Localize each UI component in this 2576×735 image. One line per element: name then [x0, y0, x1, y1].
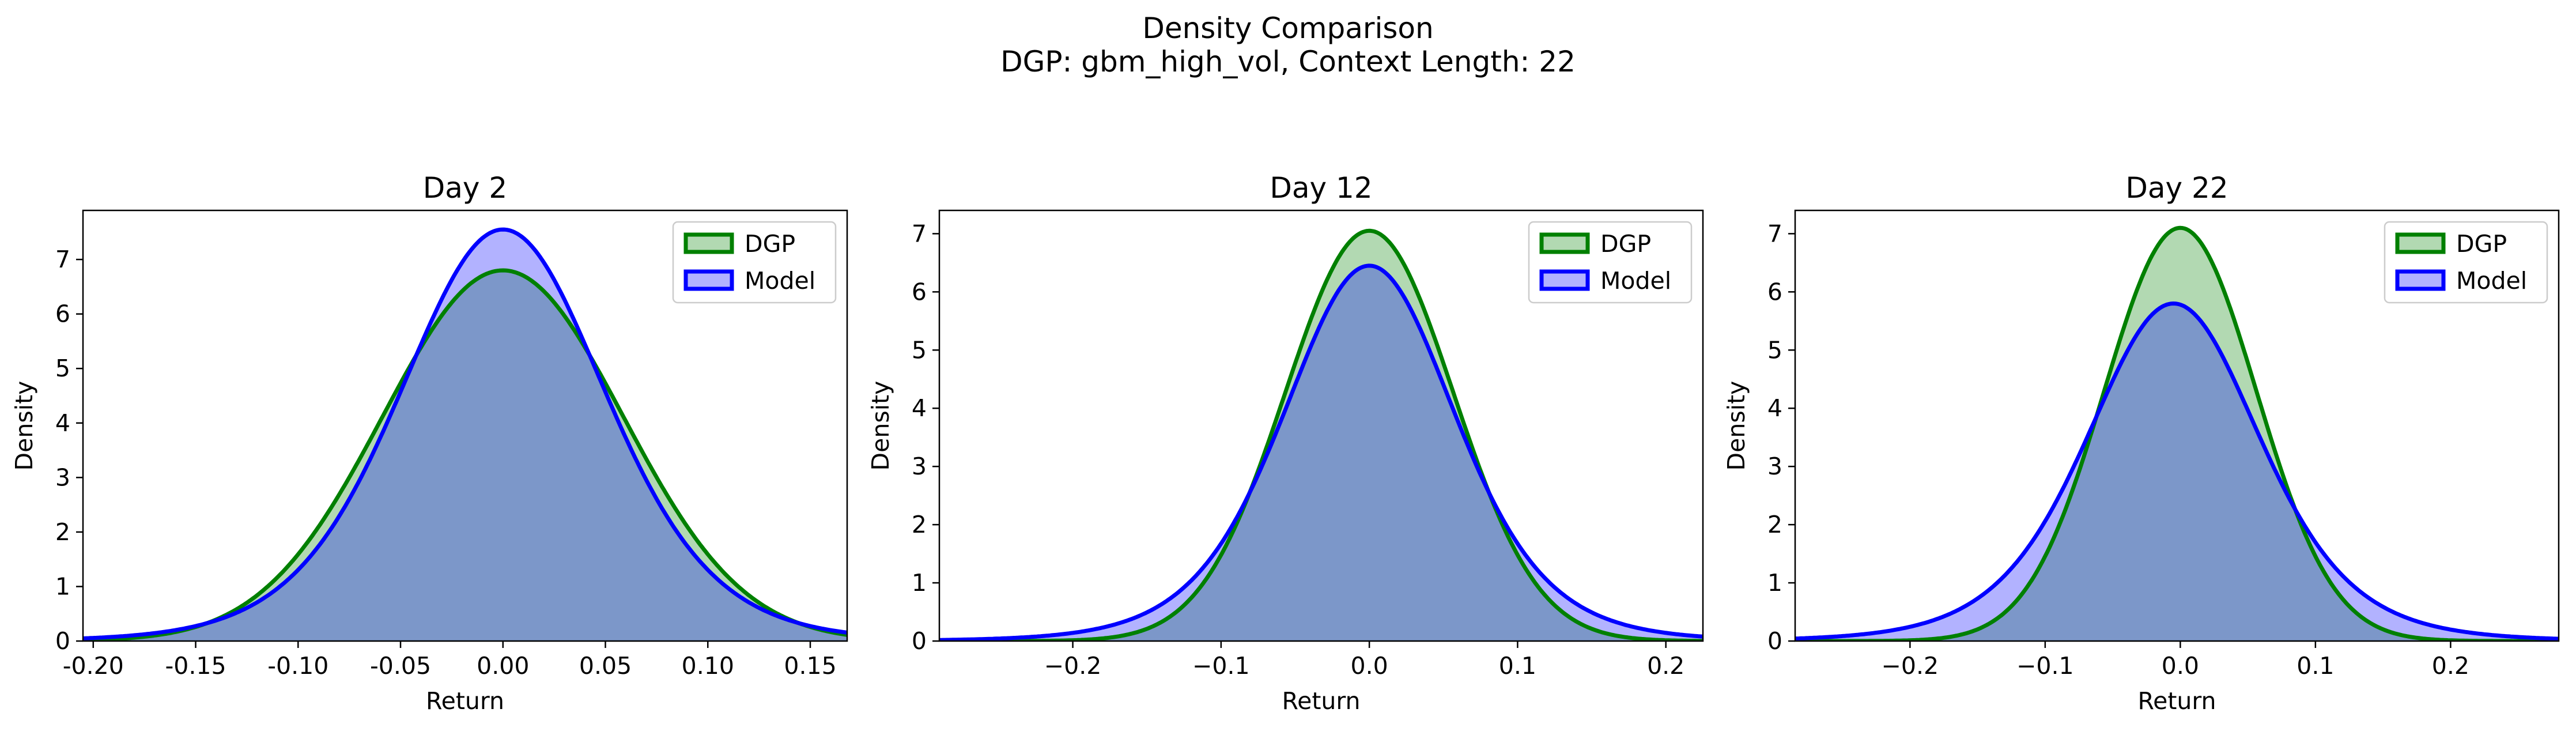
y-tick-label: 4: [912, 394, 927, 422]
y-tick-label: 6: [912, 278, 927, 306]
legend-swatch-model: [686, 272, 732, 289]
y-tick-label: 4: [55, 409, 70, 437]
y-tick-label: 3: [1767, 453, 1782, 480]
y-tick-label: 3: [912, 453, 927, 480]
panel-1: -0.20 -0.15 -0.10 -0.05 0.00 0.05 0.10 0.15 0 1 2 3…: [10, 171, 847, 715]
x-tick-label: -0.20: [63, 652, 124, 680]
x-tick-label: 0.2: [2432, 652, 2469, 680]
legend-label-dgp: DGP: [1600, 230, 1651, 258]
y-tick-label: 0: [1767, 627, 1782, 655]
legend: DGP Model: [673, 222, 836, 303]
panel-title: Day 22: [2125, 171, 2228, 205]
y-axis-label: Density: [1723, 381, 1750, 471]
legend: DGP Model: [1529, 222, 1691, 303]
x-tick-label: -0.10: [267, 652, 328, 680]
legend-label-dgp: DGP: [745, 230, 795, 258]
y-axis-label: Density: [867, 381, 894, 471]
legend-swatch-dgp: [686, 235, 732, 252]
x-tick-label: −0.2: [1882, 652, 1939, 680]
y-tick-label: 6: [1767, 278, 1782, 306]
y-tick-label: 2: [55, 518, 70, 546]
y-tick-label: 1: [1767, 569, 1782, 597]
x-axis-label: Return: [1282, 687, 1360, 715]
panel-3: −0.2 −0.1 0.0 0.1 0.2 0 1 2 3 4 5 6 7 Day 22 Return Den…: [1723, 171, 2559, 715]
y-tick-label: 7: [1767, 220, 1782, 247]
x-tick-label: 0.00: [477, 652, 529, 680]
y-tick-label: 3: [55, 463, 70, 491]
legend-swatch-dgp: [1542, 235, 1588, 252]
x-tick-label: −0.2: [1044, 652, 1102, 680]
y-tick-label: 1: [55, 572, 70, 600]
y-tick-label: 0: [912, 627, 927, 655]
x-tick-label: 0.0: [1351, 652, 1388, 680]
x-axis-label: Return: [2137, 687, 2216, 715]
y-tick-label: 5: [55, 355, 70, 382]
x-tick-label: 0.1: [1499, 652, 1536, 680]
legend-label-model: Model: [745, 267, 815, 295]
y-tick-label: 2: [912, 511, 927, 538]
x-tick-label: 0.05: [579, 652, 632, 680]
y-tick-label: 0: [55, 627, 70, 655]
x-tick-label: -0.15: [165, 652, 226, 680]
figure-title: Density Comparison: [1142, 12, 1433, 45]
y-tick-label: 5: [912, 336, 927, 364]
x-tick-label: 0.15: [784, 652, 836, 680]
y-tick-label: 5: [1767, 336, 1782, 364]
legend: DGP Model: [2385, 222, 2547, 303]
panel-title: Day 2: [423, 171, 507, 205]
x-tick-label: 0.2: [1647, 652, 1684, 680]
y-tick-label: 7: [55, 246, 70, 273]
y-tick-label: 1: [912, 569, 927, 597]
legend-swatch-model: [2397, 272, 2443, 289]
legend-label-dgp: DGP: [2456, 230, 2507, 258]
y-axis-label: Density: [10, 381, 38, 471]
x-tick-label: 0.10: [682, 652, 734, 680]
x-tick-label: 0.1: [2297, 652, 2334, 680]
x-axis-label: Return: [426, 687, 504, 715]
figure-subtitle: DGP: gbm_high_vol, Context Length: 22: [1000, 45, 1576, 78]
x-tick-label: 0.0: [2162, 652, 2199, 680]
legend-swatch-dgp: [2397, 235, 2443, 252]
panels: -0.20 -0.15 -0.10 -0.05 0.00 0.05 0.10 0.150123…: [10, 171, 2559, 715]
legend-label-model: Model: [2456, 267, 2527, 295]
y-tick-label: 6: [55, 300, 70, 328]
x-tick-label: -0.05: [370, 652, 431, 680]
y-tick-label: 7: [912, 220, 927, 247]
y-tick-label: 4: [1767, 394, 1782, 422]
legend-swatch-model: [1542, 272, 1588, 289]
x-tick-label: −0.1: [1192, 652, 1250, 680]
panel-title: Day 12: [1270, 171, 1372, 205]
area-model: [1795, 304, 2559, 642]
y-tick-label: 2: [1767, 511, 1782, 538]
panel-2: −0.2 −0.1 0.0 0.1 0.2 0 1 2 3 4 5 6 7 Day 12 Return Den…: [867, 171, 1703, 715]
legend-label-model: Model: [1600, 267, 1671, 295]
x-tick-label: −0.1: [2016, 652, 2074, 680]
